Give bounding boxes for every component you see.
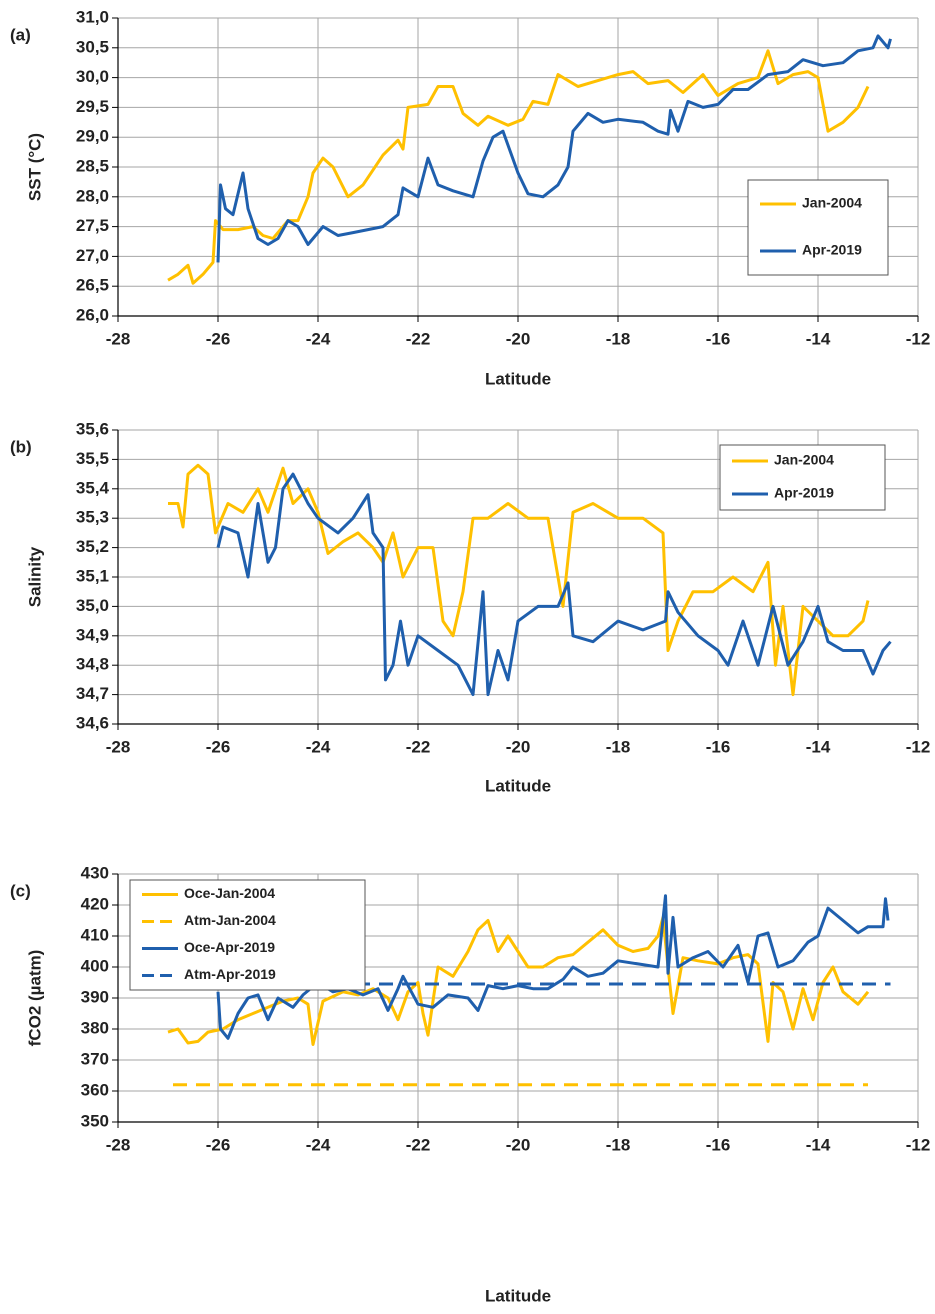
y-tick-label: 28,5: [76, 156, 109, 175]
y-tick-label: 35,2: [76, 537, 109, 556]
y-tick-label: 420: [81, 894, 109, 913]
series-line: [167, 915, 870, 1046]
x-tick-label: -14: [806, 1135, 831, 1154]
x-tick-label: -12: [906, 329, 931, 348]
y-tick-label: 390: [81, 987, 109, 1006]
x-axis-label: Latitude: [485, 1286, 551, 1305]
legend-label: Atm-Jan-2004: [184, 912, 276, 928]
y-tick-label: 370: [81, 1049, 109, 1068]
x-tick-label: -20: [506, 1135, 531, 1154]
x-tick-label: -26: [206, 737, 231, 756]
y-tick-label: 26,5: [76, 276, 109, 295]
legend-label: Atm-Apr-2019: [184, 966, 276, 982]
panel-label: (b): [10, 437, 32, 456]
y-tick-label: 34,8: [76, 655, 109, 674]
x-tick-label: -22: [406, 329, 431, 348]
x-tick-label: -14: [806, 329, 831, 348]
panel: 34,6 34,7 34,8 34,9 35,0 35,1 35,2 35,3 35,4 35,5…: [10, 419, 930, 795]
y-tick-label: 410: [81, 925, 109, 944]
x-tick-label: -28: [106, 329, 131, 348]
series-line: [216, 34, 892, 263]
y-tick-label: 34,9: [76, 625, 109, 644]
panel: 350 360 370 380 390 400 410 420 430 -28 -26 -24 -22 -…: [10, 863, 930, 1305]
legend-box: [129, 879, 366, 991]
series-line: [216, 894, 890, 1040]
legend-label: Jan-2004: [774, 452, 834, 468]
x-tick-label: -20: [506, 329, 531, 348]
legend-label: Jan-2004: [802, 195, 862, 211]
x-tick-label: -18: [606, 737, 631, 756]
y-tick-label: 35,5: [76, 449, 109, 468]
x-tick-label: -26: [206, 329, 231, 348]
legend: Oce-Jan-2004 Atm-Jan-2004 Oce-Apr-2019 Atm-…: [129, 879, 366, 991]
y-tick-label: 28,0: [76, 186, 109, 205]
y-tick-label: 400: [81, 956, 109, 975]
x-tick-label: -20: [506, 737, 531, 756]
y-axis-label: SST (°C): [25, 133, 44, 201]
y-tick-label: 26,0: [76, 305, 109, 324]
series-line: [168, 463, 870, 697]
x-tick-label: -24: [306, 737, 331, 756]
y-tick-label: 360: [81, 1080, 109, 1099]
x-tick-label: -12: [906, 1135, 931, 1154]
legend-label: Apr-2019: [802, 242, 862, 258]
x-tick-label: -22: [406, 737, 431, 756]
x-tick-label: -28: [106, 737, 131, 756]
y-tick-label: 35,4: [76, 478, 110, 497]
y-tick-label: 34,7: [76, 684, 109, 703]
x-tick-label: -24: [306, 1135, 331, 1154]
y-tick-label: 35,6: [76, 419, 109, 438]
x-tick-label: -16: [706, 1135, 731, 1154]
legend-label: Apr-2019: [774, 485, 834, 501]
x-tick-label: -22: [406, 1135, 431, 1154]
y-tick-label: 29,0: [76, 127, 109, 146]
x-tick-label: -18: [606, 1135, 631, 1154]
y-tick-label: 27,5: [76, 216, 109, 235]
y-tick-label: 350: [81, 1111, 109, 1130]
x-tick-label: -28: [106, 1135, 131, 1154]
y-tick-label: 29,5: [76, 97, 109, 116]
y-tick-label: 31,0: [76, 7, 109, 26]
y-tick-label: 30,0: [76, 67, 109, 86]
x-tick-label: -16: [706, 329, 731, 348]
legend: Jan-2004 Apr-2019: [747, 179, 889, 276]
y-tick-label: 30,5: [76, 37, 109, 56]
x-axis-label: Latitude: [485, 369, 551, 388]
panel-label: (c): [10, 881, 31, 900]
legend-box: [747, 179, 889, 276]
x-tick-label: -24: [306, 329, 331, 348]
y-tick-label: 430: [81, 863, 109, 882]
y-axis-label: Salinity: [25, 546, 44, 607]
x-tick-label: -12: [906, 737, 931, 756]
y-tick-label: 34,6: [76, 713, 109, 732]
y-axis-label: fCO2 (µatm): [25, 950, 44, 1047]
panel: 26,0 26,5 27,0 27,5 28,0 28,5 29,0 29,5 30,0 30,5…: [10, 7, 930, 388]
y-tick-label: 27,0: [76, 246, 109, 265]
x-axis-label: Latitude: [485, 776, 551, 795]
y-tick-label: 380: [81, 1018, 109, 1037]
x-tick-label: -18: [606, 329, 631, 348]
legend-label: Oce-Jan-2004: [184, 885, 275, 901]
series-line: [216, 472, 892, 697]
x-tick-label: -14: [806, 737, 831, 756]
y-tick-label: 35,1: [76, 566, 109, 585]
legend-label: Oce-Apr-2019: [184, 939, 275, 955]
legend: Jan-2004 Apr-2019: [719, 444, 886, 511]
x-tick-label: -26: [206, 1135, 231, 1154]
x-tick-label: -16: [706, 737, 731, 756]
panel-label: (a): [10, 25, 31, 44]
y-tick-label: 35,3: [76, 508, 109, 527]
legend-box: [719, 444, 886, 511]
y-tick-label: 35,0: [76, 596, 109, 615]
